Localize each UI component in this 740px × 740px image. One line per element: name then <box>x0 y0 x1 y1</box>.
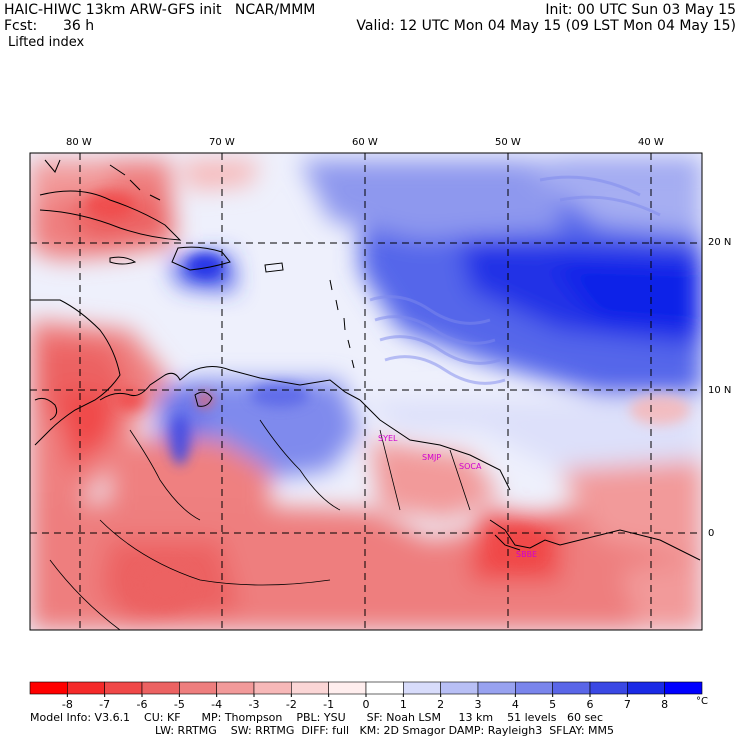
station-label-soca: SOCA <box>459 462 482 471</box>
valid-time: Valid: 12 UTC Mon 04 May 15 (09 LST Mon … <box>356 18 736 34</box>
field-name: Lifted index <box>8 35 85 50</box>
lon-label-80w: 80 W <box>66 137 92 148</box>
colorbar-tick-label: -2 <box>286 698 297 711</box>
lon-label-50w: 50 W <box>495 137 521 148</box>
colorbar-box <box>179 681 217 695</box>
colorbar-box <box>365 681 404 695</box>
colorbar-tick-label: -3 <box>249 698 260 711</box>
colorbar-tick-label: 2 <box>437 698 444 711</box>
colorbar-tick-label: -5 <box>174 698 185 711</box>
lon-label-70w: 70 W <box>209 137 235 148</box>
colorbar-tick-label: 8 <box>661 698 668 711</box>
colorbar-box <box>477 681 516 695</box>
colorbar-tick-label: 0 <box>363 698 370 711</box>
colorbar-box <box>141 681 180 695</box>
model-info-line1: Model Info: V3.6.1 CU: KF MP: Thompson P… <box>30 711 603 724</box>
colorbar-box <box>589 681 628 695</box>
station-label-syel: SYEL <box>378 434 398 443</box>
colorbar-box <box>440 681 479 695</box>
colorbar-box <box>29 681 68 695</box>
init-time: Init: 00 UTC Sun 03 May 15 <box>545 2 736 18</box>
colorbar-box <box>104 681 143 695</box>
colorbar-box <box>67 681 105 695</box>
colorbar-tick-label: 4 <box>512 698 519 711</box>
colorbar-ticks: -8 -7 -6 -5 -4 -3 -2 -1 0 1 2 3 4 5 6 7 8 <box>62 694 668 711</box>
colorbar-tick-label: -6 <box>137 698 148 711</box>
model-info-line2: LW: RRTMG SW: RRTMG DIFF: full KM: 2D Sm… <box>155 724 615 737</box>
lat-label-0: 0 <box>708 528 715 539</box>
lon-label-60w: 60 W <box>352 137 378 148</box>
colorbar-tick-label: 6 <box>587 698 594 711</box>
colorbar-tick-label: -8 <box>62 698 73 711</box>
colorbar-box <box>328 681 367 695</box>
colorbar-box <box>253 681 292 695</box>
colorbar <box>29 681 703 695</box>
forecast-label: Fcst: <box>4 18 38 34</box>
station-label-smjp: SMJP <box>422 453 442 462</box>
colorbar-box <box>627 681 665 695</box>
colorbar-box <box>552 681 591 695</box>
colorbar-box <box>216 681 255 695</box>
lat-label-20n: 20 N <box>708 237 732 248</box>
colorbar-tick-label: 5 <box>549 698 556 711</box>
colorbar-tick-label: -7 <box>99 698 110 711</box>
station-label-sbbe: SBBE <box>516 550 538 559</box>
figure-title: HAIC-HIWC 13km ARW-GFS init NCAR/MMM <box>4 2 316 18</box>
lon-label-40w: 40 W <box>638 137 664 148</box>
colorbar-tick-label: 7 <box>624 698 631 711</box>
lat-label-10n: 10 N <box>708 385 732 396</box>
colorbar-box <box>515 681 553 695</box>
colorbar-unit: °C <box>696 696 708 707</box>
forecast-hour: 36 h <box>63 18 95 34</box>
colorbar-box <box>403 681 441 695</box>
colorbar-tick-label: -1 <box>323 698 334 711</box>
colorbar-box <box>664 681 703 695</box>
colorbar-tick-label: -4 <box>211 698 222 711</box>
colorbar-tick-label: 1 <box>400 698 407 711</box>
colorbar-tick-label: 3 <box>475 698 482 711</box>
colorbar-box <box>291 681 329 695</box>
